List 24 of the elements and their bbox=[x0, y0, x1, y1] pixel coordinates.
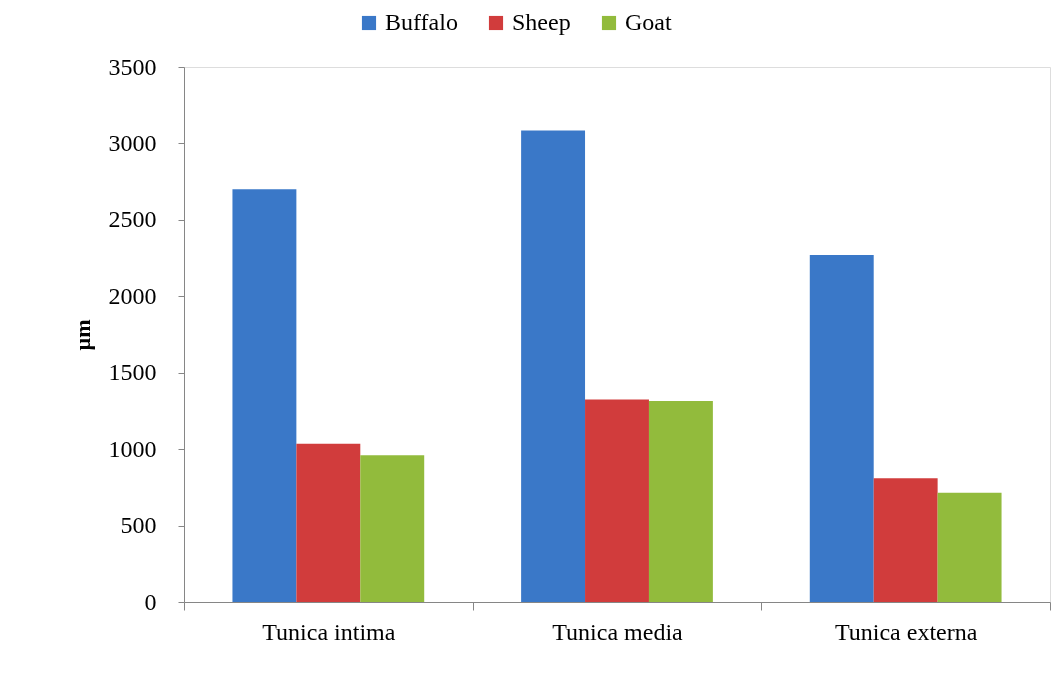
legend-label: Goat bbox=[625, 9, 672, 35]
y-tick-label: 2000 bbox=[108, 282, 157, 309]
bar bbox=[232, 189, 297, 602]
bar bbox=[521, 130, 586, 602]
y-tick-label: 0 bbox=[144, 588, 157, 615]
y-axis-title: µm bbox=[69, 319, 95, 351]
bar bbox=[873, 478, 938, 602]
y-tick-label: 3000 bbox=[108, 129, 157, 156]
bar bbox=[937, 492, 1002, 602]
bar bbox=[296, 443, 361, 602]
x-tick-label: Tunica media bbox=[552, 618, 684, 645]
bar bbox=[360, 455, 425, 602]
legend-label: Buffalo bbox=[385, 9, 458, 35]
y-tick-label: 2500 bbox=[108, 206, 157, 233]
legend-label: Sheep bbox=[512, 9, 571, 35]
bar bbox=[585, 399, 649, 602]
y-tick-label: 1000 bbox=[108, 435, 157, 462]
bar bbox=[809, 255, 874, 602]
bar bbox=[648, 400, 713, 602]
x-tick-label: Tunica intima bbox=[262, 618, 396, 645]
y-tick-label: 1500 bbox=[108, 359, 157, 386]
x-tick-label: Tunica externa bbox=[834, 618, 978, 645]
y-tick-label: 500 bbox=[120, 512, 157, 539]
y-tick-label: 3500 bbox=[108, 53, 157, 80]
